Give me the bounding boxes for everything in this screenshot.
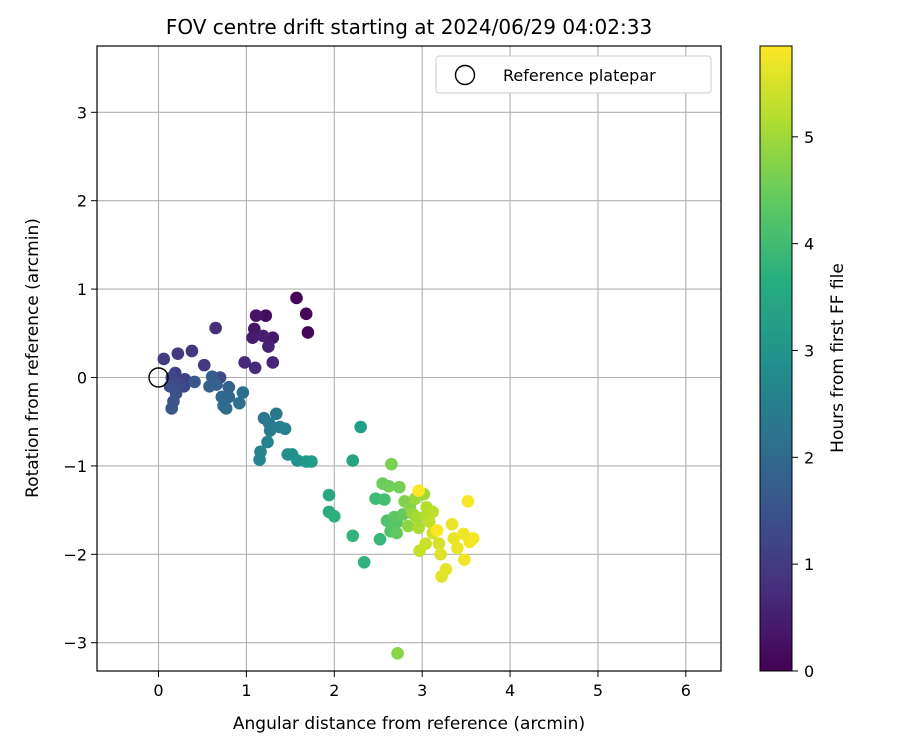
data-point	[262, 340, 275, 353]
data-point	[354, 420, 367, 434]
legend: Reference platepar	[435, 55, 712, 94]
data-point	[322, 488, 336, 502]
data-point	[401, 519, 415, 533]
colorbar-gradient	[759, 45, 793, 672]
data-point	[430, 524, 444, 537]
data-point	[466, 532, 480, 545]
data-point	[219, 402, 233, 415]
grid-lines	[97, 46, 721, 671]
colorbar-tick-label: 5	[804, 128, 814, 147]
x-tick-label: 0	[153, 681, 163, 700]
legend-marker-icon	[454, 64, 476, 86]
data-point	[269, 407, 283, 421]
data-point	[248, 361, 262, 375]
y-tick-label: 1	[77, 280, 87, 299]
data-point	[447, 532, 461, 545]
y-axis-label: Rotation from reference (arcmin)	[23, 218, 43, 498]
data-point	[301, 326, 315, 339]
legend-label: Reference platepar	[503, 66, 656, 85]
x-tick-label: 6	[681, 681, 691, 700]
data-point	[393, 480, 406, 494]
y-tick-label: −2	[63, 545, 87, 564]
colorbar-tick-label: 3	[804, 341, 814, 360]
colorbar-tick-label: 2	[804, 448, 814, 467]
data-point	[210, 378, 223, 391]
y-axis-ticks: −3 −2 −1 0 1 2 3	[63, 103, 97, 653]
data-point	[385, 457, 398, 471]
data-point	[222, 380, 236, 394]
colorbar-label: Hours from first FF file	[828, 263, 848, 453]
data-point	[346, 454, 360, 467]
reference-marker	[148, 367, 169, 388]
data-point	[171, 347, 185, 360]
data-point	[357, 555, 371, 569]
data-point	[197, 358, 211, 372]
data-point	[209, 321, 222, 335]
data-point	[278, 422, 292, 436]
colorbar-tick-label: 1	[804, 555, 814, 574]
data-point	[188, 375, 201, 389]
x-axis-ticks: 0 1 2 3 4 5 6	[153, 671, 691, 700]
data-point	[233, 396, 246, 410]
data-point	[346, 529, 360, 543]
data-point	[165, 402, 179, 415]
data-point	[290, 291, 303, 305]
colorbar: 0 1 2 3 4 5 Hours from first FF file	[759, 45, 848, 681]
data-point	[445, 517, 459, 531]
chart-title: FOV centre drift starting at 2024/06/29 …	[166, 15, 652, 39]
data-point	[373, 532, 387, 546]
y-tick-label: 3	[77, 103, 87, 122]
data-point	[185, 344, 199, 358]
x-tick-label: 2	[329, 681, 339, 700]
legend-box	[435, 55, 712, 94]
data-point	[253, 453, 266, 467]
data-point	[236, 386, 250, 399]
y-tick-label: −1	[63, 457, 87, 476]
data-point	[390, 526, 403, 540]
data-point	[266, 356, 280, 369]
data-point	[259, 309, 273, 322]
y-tick-label: −3	[63, 634, 87, 653]
data-point	[439, 563, 453, 576]
data-point	[246, 331, 259, 345]
data-point	[419, 537, 432, 551]
data-point	[461, 494, 475, 508]
x-tick-label: 4	[505, 681, 515, 700]
data-point	[263, 424, 277, 437]
data-point	[249, 309, 263, 322]
data-point	[305, 455, 318, 468]
data-point	[432, 537, 446, 551]
data-point	[410, 510, 424, 524]
y-tick-label: 2	[77, 192, 87, 211]
data-point	[256, 329, 270, 343]
data-point	[434, 548, 447, 561]
colorbar-ticks: 0 1 2 3 4 5	[792, 128, 814, 681]
data-point	[412, 484, 425, 497]
x-axis-label: Angular distance from reference (arcmin)	[233, 714, 585, 734]
plot-frame	[96, 45, 722, 672]
data-point	[422, 515, 436, 528]
data-point	[261, 435, 274, 449]
y-tick-label: 0	[77, 369, 87, 388]
data-point	[391, 647, 404, 660]
x-tick-label: 3	[417, 681, 427, 700]
data-point	[458, 553, 471, 566]
data-point	[327, 509, 341, 523]
data-point	[412, 521, 425, 535]
data-point	[451, 541, 464, 555]
x-tick-label: 1	[241, 681, 251, 700]
data-point	[426, 505, 440, 519]
data-points	[157, 291, 480, 660]
reference-marker-layer	[148, 367, 169, 388]
x-tick-label: 5	[593, 681, 603, 700]
data-point	[382, 479, 396, 493]
data-point	[299, 307, 313, 321]
colorbar-tick-label: 4	[804, 235, 814, 254]
colorbar-tick-label: 0	[804, 662, 814, 681]
data-point	[378, 493, 391, 506]
data-point	[238, 356, 251, 369]
data-point	[157, 352, 171, 366]
